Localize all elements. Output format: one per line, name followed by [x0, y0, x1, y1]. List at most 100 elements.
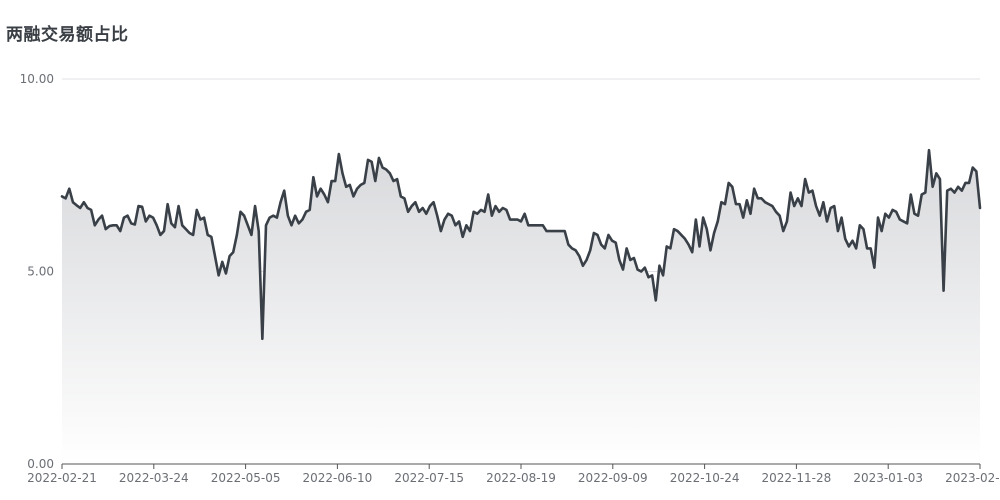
data-point	[425, 213, 427, 215]
data-point	[633, 257, 635, 259]
data-point	[844, 238, 846, 240]
data-point	[294, 214, 296, 216]
data-point	[979, 207, 981, 209]
data-point	[279, 201, 281, 203]
data-point	[352, 195, 354, 197]
data-point	[207, 234, 209, 236]
data-point	[902, 220, 904, 222]
data-point	[443, 218, 445, 220]
data-point	[261, 338, 263, 340]
x-tick-label: 2023-01-03	[853, 471, 923, 485]
data-point	[447, 213, 449, 215]
data-point	[764, 201, 766, 203]
series-line	[60, 148, 982, 341]
data-point	[298, 222, 300, 224]
data-point	[502, 207, 504, 209]
data-point	[476, 213, 478, 215]
data-point	[797, 197, 799, 199]
data-point	[505, 209, 507, 211]
data-point	[527, 224, 529, 226]
data-point	[221, 261, 223, 263]
data-point	[123, 216, 125, 218]
data-point	[316, 195, 318, 197]
data-point	[101, 214, 103, 216]
data-point	[731, 186, 733, 188]
data-point	[942, 290, 944, 292]
data-point	[757, 197, 759, 199]
data-point	[538, 224, 540, 226]
data-point	[396, 178, 398, 180]
data-point	[287, 214, 289, 216]
data-point	[451, 214, 453, 216]
data-point	[414, 201, 416, 203]
data-point	[859, 224, 861, 226]
data-point	[170, 222, 172, 224]
data-point	[112, 224, 114, 226]
data-point	[494, 205, 496, 207]
data-point	[567, 243, 569, 245]
data-point	[946, 189, 948, 191]
data-point	[432, 201, 434, 203]
data-point	[159, 234, 161, 236]
data-point	[549, 230, 551, 232]
data-point	[811, 189, 813, 191]
data-point	[334, 180, 336, 182]
data-point	[345, 186, 347, 188]
data-point	[392, 180, 394, 182]
data-point	[134, 223, 136, 225]
data-point	[367, 159, 369, 161]
x-tick-label: 2022-09-09	[578, 471, 648, 485]
data-point	[848, 245, 850, 247]
data-point	[899, 218, 901, 220]
data-point	[137, 205, 139, 207]
data-point	[421, 207, 423, 209]
data-point	[800, 205, 802, 207]
data-point	[239, 211, 241, 213]
data-point	[516, 218, 518, 220]
data-point	[156, 224, 158, 226]
series-area-fill	[62, 150, 980, 464]
data-point	[778, 214, 780, 216]
data-point	[596, 234, 598, 236]
data-point	[910, 193, 912, 195]
data-point	[545, 230, 547, 232]
data-point	[374, 180, 376, 182]
data-point	[870, 247, 872, 249]
data-point	[272, 214, 274, 216]
data-point	[199, 218, 201, 220]
data-point	[436, 214, 438, 216]
data-point	[513, 218, 515, 220]
data-point	[166, 203, 168, 205]
data-point	[141, 206, 143, 208]
data-point	[775, 211, 777, 213]
data-point	[851, 240, 853, 242]
data-point	[968, 182, 970, 184]
data-point	[115, 224, 117, 226]
data-point	[833, 205, 835, 207]
x-tick-label: 2022-08-19	[486, 471, 556, 485]
data-point	[556, 230, 558, 232]
data-point	[283, 189, 285, 191]
data-point	[462, 236, 464, 238]
data-point	[866, 247, 868, 249]
data-point	[542, 224, 544, 226]
data-point	[727, 182, 729, 184]
data-point	[338, 153, 340, 155]
x-tick-label: 2022-11-28	[762, 471, 832, 485]
data-point	[217, 274, 219, 276]
data-point	[247, 224, 249, 226]
data-point	[531, 224, 533, 226]
data-point	[64, 197, 66, 199]
data-point	[290, 224, 292, 226]
data-point	[177, 205, 179, 207]
data-point	[921, 193, 923, 195]
data-point	[702, 216, 704, 218]
data-point	[363, 182, 365, 184]
data-point	[429, 205, 431, 207]
data-point	[953, 191, 955, 193]
data-point	[600, 243, 602, 245]
data-point	[808, 191, 810, 193]
data-point	[214, 255, 216, 257]
data-point	[611, 240, 613, 242]
